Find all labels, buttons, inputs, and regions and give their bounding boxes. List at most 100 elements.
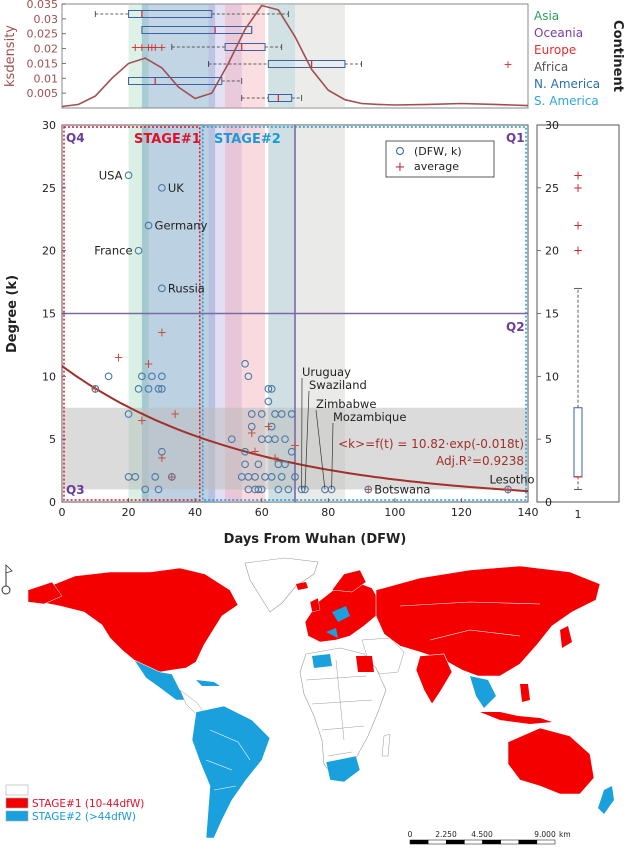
country-label: France xyxy=(94,244,132,258)
map-legend-swatch xyxy=(5,797,29,809)
outlier-marker: + xyxy=(151,41,160,54)
africa-borders xyxy=(305,659,373,757)
asia-borders xyxy=(399,601,541,641)
ytick-label: 25 xyxy=(545,182,559,195)
ytick-label: 0.03 xyxy=(34,13,59,26)
xtick-label: 80 xyxy=(321,506,335,519)
country-label: Lesotho xyxy=(489,472,534,486)
legend-oceania: Oceania xyxy=(534,26,583,40)
data-point xyxy=(124,410,133,418)
fit-r2: Adj.R²=0.9238 xyxy=(436,454,524,468)
data-point xyxy=(241,460,249,469)
data-point xyxy=(287,410,296,418)
q4-label: Q4 xyxy=(66,131,85,145)
japan xyxy=(560,626,572,648)
ytick-label: 10 xyxy=(545,370,559,383)
southeast-asia xyxy=(470,676,496,708)
scale-label: 0 xyxy=(408,830,413,839)
philippines xyxy=(520,684,530,702)
map-legend-label: STAGE#1 (10-44dfW) xyxy=(32,798,144,810)
average-marker: + xyxy=(167,470,177,484)
map-legend-swatch xyxy=(5,810,29,822)
xtick-label: 100 xyxy=(384,506,405,519)
country-label: Swaziland xyxy=(309,378,367,392)
outlier-marker: + xyxy=(573,168,583,182)
right-xtick: 1 xyxy=(575,508,582,521)
ytick-label: 30 xyxy=(42,119,56,132)
ytick-label: 25 xyxy=(42,182,56,195)
data-point xyxy=(247,410,256,418)
xtick-label: 0 xyxy=(59,506,66,519)
data-point xyxy=(277,410,286,418)
data-point xyxy=(241,447,249,456)
data-point xyxy=(251,473,259,481)
data-point xyxy=(154,485,163,494)
map-legend-swatch xyxy=(5,784,29,796)
data-point xyxy=(284,485,293,494)
fit-curve xyxy=(61,365,529,493)
data-point xyxy=(141,485,150,494)
xtick-label: 60 xyxy=(255,506,269,519)
top-band-africa xyxy=(268,4,345,108)
q3-label: Q3 xyxy=(66,483,85,497)
country-label: Germany xyxy=(155,219,208,233)
scatter-panel: ++ ++++++++ ++++ + USAUKGermanyFranceRussia… xyxy=(5,119,539,547)
data-point xyxy=(124,171,133,180)
data-point xyxy=(227,435,236,444)
average-marker: + xyxy=(263,420,273,434)
new-zealand xyxy=(598,786,614,814)
data-point xyxy=(158,183,166,192)
legend-namerica: N. America xyxy=(534,77,600,91)
ytick-label: 15 xyxy=(545,308,559,321)
ytick-label: 20 xyxy=(545,245,559,258)
ytick-label: 0.015 xyxy=(27,57,59,70)
madagascar xyxy=(381,733,391,757)
indonesia xyxy=(480,712,552,724)
data-point xyxy=(257,410,266,418)
xtick-label: 120 xyxy=(451,506,472,519)
data-point xyxy=(281,435,289,444)
scale-label: 4.500 xyxy=(471,830,493,839)
uk xyxy=(309,597,321,613)
fit-equation: <k>=f(t) = 10.82·exp(-0.018t) xyxy=(338,437,524,451)
data-point xyxy=(277,473,286,481)
ytick-label: 0.01 xyxy=(34,72,59,85)
data-point xyxy=(134,385,143,393)
north-arrow-icon xyxy=(1,564,13,595)
ytick-label: 30 xyxy=(545,119,559,132)
data-point xyxy=(274,485,283,494)
ksdensity-curve xyxy=(61,4,529,108)
ytick-label: 0.025 xyxy=(27,28,59,41)
xtick-label: 20 xyxy=(122,506,136,519)
xtick-label: 140 xyxy=(518,506,539,519)
boxplot-oceania xyxy=(141,26,253,34)
north-america xyxy=(39,567,239,673)
box xyxy=(267,94,293,102)
top-band-samerica xyxy=(268,4,295,108)
average-marker: + xyxy=(157,451,167,465)
boxplot-samerica xyxy=(241,94,303,102)
y-axis-label: Degree (k) xyxy=(5,275,20,353)
legend-average-label: average xyxy=(414,160,459,173)
legend-africa: Africa xyxy=(534,60,568,74)
caribbean xyxy=(196,680,220,686)
top-band-europe xyxy=(225,4,266,108)
data-point xyxy=(254,485,263,494)
south-america xyxy=(191,705,271,839)
alaska xyxy=(27,581,63,605)
ytick-label: 0.02 xyxy=(34,43,59,56)
data-point xyxy=(264,385,273,393)
scale-bar: 0 2.250 4.500 9.000 km xyxy=(408,830,571,845)
ksdensity-ylabel: ksdensity xyxy=(3,25,18,87)
legend-point-marker xyxy=(395,146,405,156)
legend-asia: Asia xyxy=(534,9,559,23)
continent-legend-title: Continent xyxy=(610,20,625,92)
ytick-label: 0.005 xyxy=(27,87,59,100)
q2-label: Q2 xyxy=(506,320,525,334)
scale-segment xyxy=(409,839,429,845)
data-point xyxy=(144,385,153,393)
average-marker: + xyxy=(137,413,147,427)
stage2-label: STAGE#2 xyxy=(214,132,281,147)
ytick-label: 0 xyxy=(545,496,552,509)
